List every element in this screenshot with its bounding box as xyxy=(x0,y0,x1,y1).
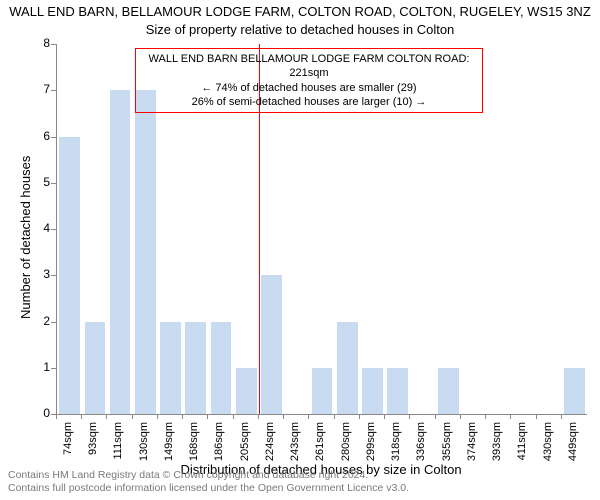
x-tick-mark xyxy=(106,414,107,419)
y-tick-label: 6 xyxy=(30,129,50,143)
x-tick-mark xyxy=(233,414,234,419)
y-tick-mark xyxy=(51,137,56,138)
histogram-bar xyxy=(59,137,80,415)
x-tick-mark xyxy=(283,414,284,419)
y-tick-label: 0 xyxy=(30,406,50,420)
x-tick-label: 280sqm xyxy=(340,422,352,468)
x-tick-mark xyxy=(308,414,309,419)
histogram-bar xyxy=(362,368,383,414)
x-tick-mark xyxy=(510,414,511,419)
annotation-box: WALL END BARN BELLAMOUR LODGE FARM COLTO… xyxy=(135,48,483,113)
y-tick-label: 1 xyxy=(30,360,50,374)
histogram-bar xyxy=(261,275,282,414)
y-tick-mark xyxy=(51,275,56,276)
x-tick-label: 168sqm xyxy=(188,422,200,468)
annotation-line-2: ← 74% of detached houses are smaller (29… xyxy=(140,81,478,95)
histogram-bar xyxy=(211,322,232,415)
chart-container: WALL END BARN, BELLAMOUR LODGE FARM, COL… xyxy=(0,0,600,500)
x-tick-label: 243sqm xyxy=(289,422,301,468)
x-tick-mark xyxy=(157,414,158,419)
y-tick-mark xyxy=(51,229,56,230)
x-tick-mark xyxy=(409,414,410,419)
plot-area: WALL END BARN BELLAMOUR LODGE FARM COLTO… xyxy=(56,44,587,415)
histogram-bar xyxy=(85,322,106,415)
y-tick-label: 5 xyxy=(30,175,50,189)
y-tick-label: 8 xyxy=(30,36,50,50)
y-tick-label: 3 xyxy=(30,267,50,281)
x-tick-mark xyxy=(561,414,562,419)
histogram-bar xyxy=(387,368,408,414)
annotation-line-1: WALL END BARN BELLAMOUR LODGE FARM COLTO… xyxy=(140,52,478,81)
x-tick-mark xyxy=(384,414,385,419)
x-tick-label: 149sqm xyxy=(163,422,175,468)
x-tick-mark xyxy=(56,414,57,419)
histogram-bar xyxy=(312,368,333,414)
footer-line-2: Contains full postcode information licen… xyxy=(8,482,409,496)
chart-title-main: WALL END BARN, BELLAMOUR LODGE FARM, COL… xyxy=(0,4,600,19)
x-tick-mark xyxy=(536,414,537,419)
x-tick-label: 393sqm xyxy=(491,422,503,468)
x-tick-label: 205sqm xyxy=(239,422,251,468)
x-tick-mark xyxy=(334,414,335,419)
chart-title-sub: Size of property relative to detached ho… xyxy=(0,22,600,37)
y-tick-label: 7 xyxy=(30,82,50,96)
x-tick-label: 261sqm xyxy=(314,422,326,468)
x-tick-label: 374sqm xyxy=(466,422,478,468)
x-tick-label: 355sqm xyxy=(441,422,453,468)
x-tick-label: 411sqm xyxy=(516,422,528,468)
histogram-bar xyxy=(160,322,181,415)
histogram-bar xyxy=(438,368,459,414)
x-tick-label: 130sqm xyxy=(138,422,150,468)
x-tick-label: 186sqm xyxy=(213,422,225,468)
x-tick-mark xyxy=(359,414,360,419)
x-tick-mark xyxy=(207,414,208,419)
histogram-bar xyxy=(110,90,131,414)
x-tick-label: 336sqm xyxy=(415,422,427,468)
footer-line-1: Contains HM Land Registry data © Crown c… xyxy=(8,469,409,483)
y-tick-mark xyxy=(51,90,56,91)
x-tick-label: 224sqm xyxy=(264,422,276,468)
histogram-bar xyxy=(236,368,257,414)
x-tick-label: 449sqm xyxy=(567,422,579,468)
x-tick-mark xyxy=(132,414,133,419)
y-tick-mark xyxy=(51,183,56,184)
x-tick-label: 430sqm xyxy=(542,422,554,468)
histogram-bar xyxy=(135,90,156,414)
x-tick-mark xyxy=(435,414,436,419)
x-tick-mark xyxy=(258,414,259,419)
x-tick-mark xyxy=(460,414,461,419)
x-tick-label: 111sqm xyxy=(112,422,124,468)
x-tick-mark xyxy=(81,414,82,419)
y-tick-mark xyxy=(51,368,56,369)
x-tick-mark xyxy=(485,414,486,419)
histogram-bar xyxy=(564,368,585,414)
y-tick-mark xyxy=(51,322,56,323)
footer-attribution: Contains HM Land Registry data © Crown c… xyxy=(8,469,409,496)
x-tick-mark xyxy=(182,414,183,419)
y-tick-mark xyxy=(51,44,56,45)
histogram-bar xyxy=(185,322,206,415)
x-tick-label: 299sqm xyxy=(365,422,377,468)
x-tick-label: 74sqm xyxy=(62,422,74,468)
y-tick-label: 4 xyxy=(30,221,50,235)
x-tick-label: 318sqm xyxy=(390,422,402,468)
annotation-line-3: 26% of semi-detached houses are larger (… xyxy=(140,95,478,109)
y-tick-label: 2 xyxy=(30,314,50,328)
x-tick-label: 93sqm xyxy=(87,422,99,468)
histogram-bar xyxy=(337,322,358,415)
